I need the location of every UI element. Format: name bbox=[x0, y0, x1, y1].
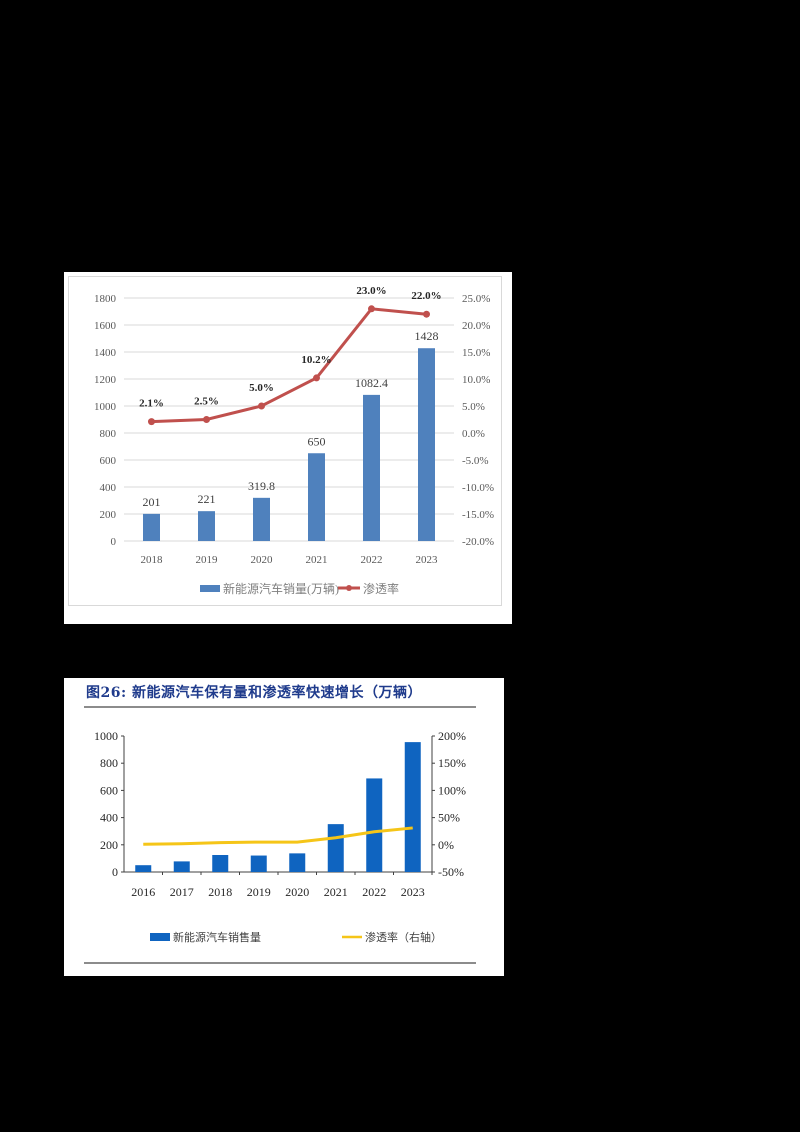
left-axis-tick: 1800 bbox=[94, 293, 117, 305]
penetration-line bbox=[151, 307, 427, 424]
x-axis-tick: 2019 bbox=[247, 885, 271, 899]
line-marker bbox=[148, 418, 155, 426]
left-axis-tick: 0 bbox=[111, 536, 117, 548]
x-axis-tick: 2021 bbox=[324, 885, 348, 899]
x-axis-tick: 2022 bbox=[362, 885, 386, 899]
right-axis-tick: 5.0% bbox=[462, 401, 485, 413]
line-marker bbox=[313, 374, 320, 382]
x-axis-tick: 2023 bbox=[401, 885, 425, 899]
right-axis-tick: 0.0% bbox=[462, 428, 485, 440]
chart-ownership-penetration-2016-2023: 图26: 新能源汽车保有量和渗透率快速增长（万辆） 0 200 400 600 800 1… bbox=[64, 678, 504, 976]
x-axis-tick: 2020 bbox=[251, 554, 274, 566]
left-axis-tick: 1000 bbox=[94, 729, 118, 743]
left-axis-tick: 200 bbox=[100, 838, 118, 852]
legend-line-marker bbox=[346, 585, 352, 591]
x-axis-tick: 2022 bbox=[361, 554, 383, 566]
x-axis-tick: 2016 bbox=[131, 885, 155, 899]
bar-2017 bbox=[173, 861, 190, 872]
bar-value-label: 650 bbox=[308, 434, 326, 448]
line-value-label: 2.1% bbox=[139, 398, 164, 410]
legend-bar-swatch bbox=[200, 585, 220, 592]
left-axis-tick: 600 bbox=[100, 455, 117, 467]
bar-value-label: 221 bbox=[198, 492, 216, 506]
right-axis-tick: 15.0% bbox=[462, 347, 490, 359]
right-axis-tick: -15.0% bbox=[462, 509, 494, 521]
line-marker bbox=[423, 310, 430, 318]
bar-value-label: 319.8 bbox=[248, 479, 275, 493]
chart-frame bbox=[68, 276, 502, 606]
x-axis-tick: 2021 bbox=[306, 554, 328, 566]
bar-2018 bbox=[212, 855, 229, 872]
left-axis-tick: 400 bbox=[100, 482, 117, 494]
legend-line-label: 渗透率 bbox=[363, 581, 399, 596]
chart-2-plot: 0 200 400 600 800 1000 -50% 0% 50% 100% 150% 200% 20… bbox=[94, 729, 466, 944]
bar-2022 bbox=[363, 394, 380, 541]
line-value-label: 2.5% bbox=[194, 396, 219, 408]
line-marker bbox=[203, 416, 210, 423]
left-axis-tick: 200 bbox=[100, 509, 117, 521]
left-axis-tick: 1400 bbox=[94, 347, 117, 359]
right-axis-tick: -50% bbox=[438, 865, 464, 879]
title-rule bbox=[84, 706, 476, 708]
legend-bar-label: 新能源汽车销售量 bbox=[173, 930, 261, 944]
x-axis-tick: 2018 bbox=[208, 885, 232, 899]
line-marker bbox=[258, 402, 265, 410]
chart-1-plot: 0 200 400 600 800 1000 1200 1400 1600 1800 -20.0% -… bbox=[94, 285, 494, 596]
left-axis-tick: 0 bbox=[112, 865, 118, 879]
bar-2022 bbox=[366, 778, 383, 872]
bar-2018 bbox=[143, 513, 160, 541]
line-value-label: 5.0% bbox=[249, 382, 274, 394]
legend-line-label: 渗透率（右轴） bbox=[365, 930, 442, 944]
right-axis-tick: 0% bbox=[438, 838, 454, 852]
x-axis-tick: 2023 bbox=[416, 554, 439, 566]
right-axis-tick: 100% bbox=[438, 783, 466, 797]
bar-value-label: 1428 bbox=[415, 329, 439, 343]
right-axis-tick: 150% bbox=[438, 756, 466, 770]
chart-sales-penetration-2018-2023: 0 200 400 600 800 1000 1200 1400 1600 1800 -20.0% -… bbox=[64, 272, 512, 624]
bar-2021 bbox=[327, 824, 344, 872]
legend-bar-swatch bbox=[150, 933, 170, 941]
line-value-label: 23.0% bbox=[356, 285, 386, 297]
bar-value-label: 1082.4 bbox=[355, 376, 388, 390]
bar-2019 bbox=[198, 511, 215, 541]
x-axis-tick: 2018 bbox=[141, 554, 164, 566]
left-axis-tick: 1000 bbox=[94, 401, 117, 413]
left-axis-tick: 800 bbox=[100, 756, 118, 770]
x-axis-tick: 2020 bbox=[285, 885, 309, 899]
right-axis-tick: 200% bbox=[438, 729, 466, 743]
bar-2020 bbox=[289, 853, 306, 872]
left-axis-tick: 400 bbox=[100, 811, 118, 825]
bar-2021 bbox=[308, 453, 325, 541]
bottom-rule bbox=[84, 962, 476, 964]
bar-2023 bbox=[404, 742, 421, 872]
line-value-label: 10.2% bbox=[301, 354, 331, 366]
x-axis-tick: 2019 bbox=[196, 554, 219, 566]
penetration-line bbox=[143, 826, 413, 846]
right-axis-tick: -10.0% bbox=[462, 482, 494, 494]
left-axis-tick: 1600 bbox=[94, 320, 117, 332]
right-axis-tick: 50% bbox=[438, 811, 460, 825]
x-axis-tick: 2017 bbox=[170, 885, 194, 899]
line-value-label: 22.0% bbox=[411, 290, 441, 302]
right-axis-tick: 10.0% bbox=[462, 374, 490, 386]
right-axis-tick: -20.0% bbox=[462, 536, 494, 548]
bar-2020 bbox=[253, 497, 270, 541]
right-axis-tick: 25.0% bbox=[462, 293, 490, 305]
bar-2016 bbox=[135, 865, 152, 872]
right-axis-tick: 20.0% bbox=[462, 320, 490, 332]
legend-bar-label: 新能源汽车销量(万辆) bbox=[223, 581, 339, 596]
bar-2019 bbox=[250, 855, 267, 872]
left-axis-tick: 1200 bbox=[94, 374, 117, 386]
left-axis-tick: 800 bbox=[100, 428, 117, 440]
left-axis-tick: 600 bbox=[100, 783, 118, 797]
line-marker bbox=[368, 305, 375, 313]
right-axis-tick: -5.0% bbox=[462, 455, 489, 467]
bar-2023 bbox=[418, 348, 435, 541]
bar-value-label: 201 bbox=[143, 495, 161, 509]
figure-title: 图26: 新能源汽车保有量和渗透率快速增长（万辆） bbox=[86, 685, 423, 701]
